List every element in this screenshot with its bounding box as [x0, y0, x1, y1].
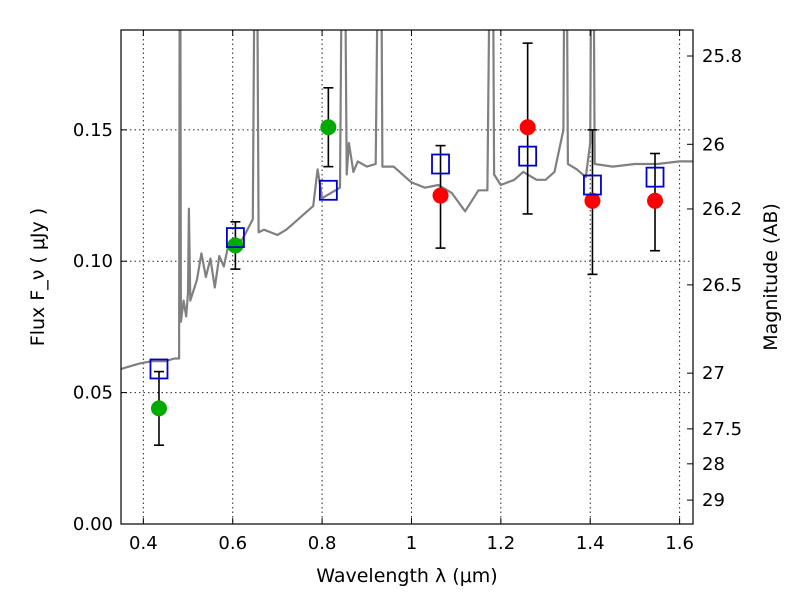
model-square: [431, 153, 450, 175]
grid: [121, 30, 693, 524]
markers: [149, 119, 665, 417]
x-tick-label: 1.4: [576, 533, 605, 554]
data-point: [320, 119, 337, 136]
right-tick-label: 26.2: [702, 199, 742, 220]
model-square: [583, 174, 602, 196]
x-tick-label: 0.8: [308, 533, 337, 554]
right-tick-label: 27.5: [702, 419, 742, 440]
spectrum-line: [121, 30, 693, 371]
y-tick-label: 0.10: [73, 251, 113, 272]
model-square: [225, 227, 245, 248]
right-tick-label: 26: [702, 134, 725, 155]
x-tick-label: 1.6: [665, 533, 694, 554]
x-tick-label: 1: [406, 533, 417, 554]
right-tick-label: 27: [702, 363, 725, 384]
plot-frame: [120, 29, 694, 525]
data-point: [150, 400, 167, 417]
y-tick-label: 0.05: [73, 383, 113, 404]
y-tick-label: 0.15: [73, 120, 113, 141]
x-tick-label: 0.6: [218, 533, 247, 554]
data-point: [227, 237, 244, 254]
right-tick-label: 25.8: [702, 46, 742, 67]
model-square: [149, 358, 169, 380]
right-tick-label: 26.5: [702, 275, 742, 296]
model-square: [645, 166, 665, 188]
y-axis-label: Flux F_ν ( μJy ): [27, 208, 49, 346]
data-point: [647, 192, 664, 209]
ticks: 0.4 0.6 0.8 1 1.2 1.4 1.6 0.00 0.05 0.10 0.15 25.8 2…: [73, 30, 742, 554]
data-point: [519, 119, 536, 136]
right-tick-label: 28: [702, 454, 725, 475]
x-tick-label: 1.2: [487, 533, 516, 554]
spectrum: [121, 30, 693, 371]
y-axis-right-label: Magnitude (AB): [760, 203, 782, 351]
y-tick-label: 0.00: [73, 514, 113, 535]
model-square: [318, 179, 338, 201]
x-axis-label: Wavelength λ (μm): [316, 565, 497, 587]
right-tick-label: 29: [702, 490, 725, 511]
x-tick-label: 0.4: [129, 533, 158, 554]
data-point: [432, 187, 449, 204]
model-square: [518, 145, 538, 167]
data-point: [584, 192, 601, 209]
